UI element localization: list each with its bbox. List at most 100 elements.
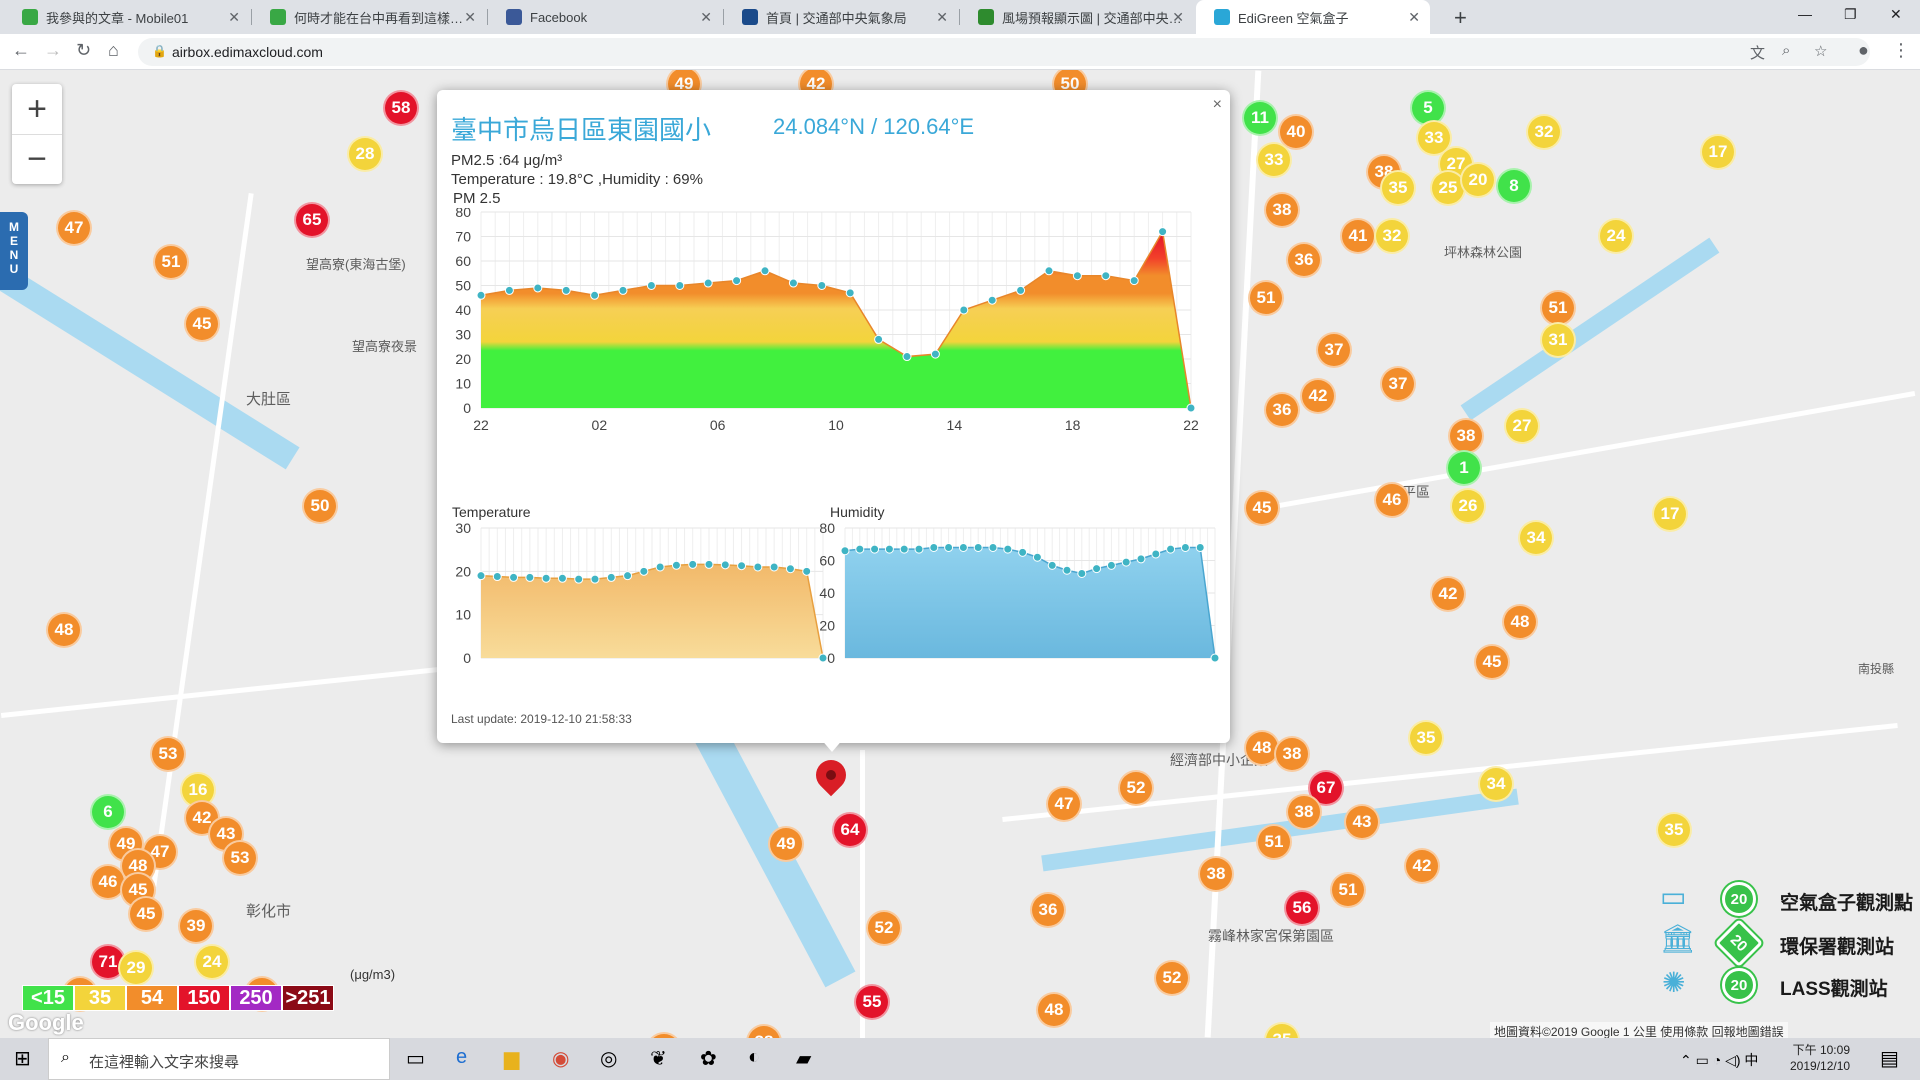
pm25-station-marker[interactable]: 24 <box>1598 218 1634 254</box>
tab-close-icon[interactable]: ✕ <box>1408 9 1420 25</box>
pm25-station-marker[interactable]: 34 <box>1518 520 1554 556</box>
task-view-icon[interactable]: ▭ <box>406 1048 425 1070</box>
pm25-station-marker[interactable]: 51 <box>153 244 189 280</box>
pm25-station-marker[interactable]: 6 <box>90 794 126 830</box>
pm25-station-marker[interactable]: 56 <box>1284 890 1320 926</box>
pm25-station-marker[interactable]: 48 <box>1502 604 1538 640</box>
tab-cwb-home[interactable]: 首頁 | 交通部中央氣象局 ✕ <box>724 0 958 34</box>
app-icon[interactable]: ✿ <box>700 1048 717 1070</box>
tab-edigreen[interactable]: EdiGreen 空氣盒子 ✕ <box>1196 0 1430 34</box>
close-icon[interactable]: × <box>1212 96 1222 113</box>
tab-close-icon[interactable]: ✕ <box>936 9 948 25</box>
pm25-station-marker[interactable]: 34 <box>1478 766 1514 802</box>
tab-close-icon[interactable]: ✕ <box>700 9 712 25</box>
close-window-icon[interactable]: ✕ <box>1890 6 1902 22</box>
pm25-station-marker[interactable]: 20 <box>1460 162 1496 198</box>
pm25-station-marker[interactable]: 27 <box>1504 408 1540 444</box>
pm25-station-marker[interactable]: 47 <box>56 210 92 246</box>
chrome-menu-icon[interactable]: ⋮ <box>1892 40 1910 60</box>
pm25-station-marker[interactable]: 36 <box>1030 892 1066 928</box>
file-explorer-icon[interactable]: ▆ <box>504 1048 520 1070</box>
pm25-station-marker[interactable]: 40 <box>1278 114 1314 150</box>
home-icon[interactable]: ⌂ <box>108 40 119 60</box>
pm25-station-marker[interactable]: 28 <box>347 136 383 172</box>
menu-button[interactable]: MENU <box>0 212 28 290</box>
app-icon[interactable]: ◐ <box>748 1046 761 1068</box>
pm25-station-marker[interactable]: 64 <box>832 812 868 848</box>
pm25-station-marker[interactable]: 55 <box>854 984 890 1020</box>
pm25-station-marker[interactable]: 24 <box>194 944 230 980</box>
pm25-station-marker[interactable]: 38 <box>746 1024 782 1038</box>
zoom-out-button[interactable]: − <box>12 134 62 184</box>
pm25-station-marker[interactable]: 42 <box>1430 576 1466 612</box>
bookmark-star-icon[interactable]: ☆ <box>1814 43 1828 60</box>
edge-icon[interactable]: e <box>456 1046 468 1068</box>
pm25-station-marker[interactable]: 48 <box>46 612 82 648</box>
pm25-station-marker[interactable]: 42 <box>1404 848 1440 884</box>
tab-mobile01[interactable]: 我參與的文章 - Mobile01 ✕ <box>4 0 250 34</box>
pm25-station-marker[interactable]: 52 <box>1118 770 1154 806</box>
pm25-station-marker[interactable]: 48 <box>1036 992 1072 1028</box>
pm25-station-marker[interactable]: 50 <box>302 488 338 524</box>
tab-mobile01-bluesky[interactable]: 何時才能在台中再看到這樣的藍天 ✕ <box>252 0 486 34</box>
pm25-station-marker[interactable]: 52 <box>1154 960 1190 996</box>
pm25-station-marker[interactable]: 26 <box>1450 488 1486 524</box>
pm25-station-marker[interactable]: 46 <box>1374 482 1410 518</box>
pm25-station-marker[interactable]: 37 <box>1316 332 1352 368</box>
pm25-station-marker[interactable]: 51 <box>1330 872 1366 908</box>
pm25-station-marker[interactable]: 38 <box>1286 794 1322 830</box>
taskbar-search-input[interactable]: ⌕ 在這裡輸入文字來搜尋 <box>48 1038 390 1080</box>
pm25-station-marker[interactable]: 38 <box>1448 418 1484 454</box>
pm25-station-marker[interactable]: 41 <box>1340 218 1376 254</box>
pm25-station-marker[interactable]: 39 <box>178 908 214 944</box>
pm25-station-marker[interactable]: 1 <box>1446 450 1482 486</box>
pm25-station-marker[interactable]: 51 <box>1256 824 1292 860</box>
pm25-station-marker[interactable]: 32 <box>1374 218 1410 254</box>
pm25-station-marker[interactable]: 47 <box>1046 786 1082 822</box>
pm25-station-marker[interactable]: 33 <box>1256 142 1292 178</box>
tab-close-icon[interactable]: ✕ <box>228 9 240 25</box>
pm25-station-marker[interactable]: 53 <box>150 736 186 772</box>
pm25-station-marker[interactable]: 43 <box>1344 804 1380 840</box>
pm25-station-marker[interactable]: 51 <box>1540 290 1576 326</box>
pm25-station-marker[interactable]: 35 <box>1264 1022 1300 1038</box>
new-tab-button[interactable]: + <box>1454 5 1467 30</box>
pm25-station-marker[interactable]: 35 <box>1656 812 1692 848</box>
restore-icon[interactable]: ❐ <box>1844 6 1857 22</box>
back-icon[interactable]: ← <box>12 40 30 60</box>
forward-icon[interactable]: → <box>44 40 62 60</box>
pm25-station-marker[interactable]: 51 <box>1248 280 1284 316</box>
pm25-station-marker[interactable]: 53 <box>222 840 258 876</box>
pm25-station-marker[interactable]: 38 <box>1274 736 1310 772</box>
pm25-station-marker[interactable]: 35 <box>1380 170 1416 206</box>
pm25-station-marker[interactable]: 65 <box>294 202 330 238</box>
pm25-station-marker[interactable]: 37 <box>1380 366 1416 402</box>
pm25-station-marker[interactable]: 29 <box>118 950 154 986</box>
reload-icon[interactable]: ↻ <box>76 40 92 60</box>
tab-facebook[interactable]: Facebook ✕ <box>488 0 722 34</box>
notification-icon[interactable]: ▤ <box>1880 1048 1899 1070</box>
tab-close-icon[interactable]: ✕ <box>1172 9 1184 25</box>
pm25-station-marker[interactable]: 45 <box>1244 490 1280 526</box>
app-icon[interactable]: ▰ <box>796 1048 812 1070</box>
address-bar[interactable]: 🔒 airbox.edimaxcloud.com 文 ⌕ ☆ <box>138 38 1870 66</box>
pm25-station-marker[interactable]: 8 <box>1496 168 1532 204</box>
map-canvas[interactable]: 大肚區 望高寮(東海古堡) 望高寮夜景 彰化市 坪林森林公園 霧峰林家宮保第園區… <box>0 70 1920 1038</box>
windows-start-icon[interactable]: ⊞ <box>14 1048 31 1070</box>
pm25-station-marker[interactable]: 31 <box>1540 322 1576 358</box>
pm25-station-marker[interactable]: 45 <box>1474 644 1510 680</box>
pm25-station-marker[interactable]: 35 <box>1408 720 1444 756</box>
pm25-station-marker[interactable]: 17 <box>1652 496 1688 532</box>
app-icon[interactable]: ◎ <box>600 1048 618 1070</box>
pm25-station-marker[interactable]: 17 <box>1700 134 1736 170</box>
taskbar-clock[interactable]: 下午 10:09 2019/12/10 <box>1790 1042 1850 1074</box>
pm25-station-marker[interactable]: 38 <box>1198 856 1234 892</box>
pm25-station-marker[interactable]: 36 <box>1286 242 1322 278</box>
app-icon[interactable]: ❦ <box>650 1048 667 1070</box>
pm25-station-marker[interactable]: 33 <box>1416 120 1452 156</box>
pm25-station-marker[interactable]: 42 <box>1300 378 1336 414</box>
pm25-station-marker[interactable]: 36 <box>1264 392 1300 428</box>
pm25-station-marker[interactable]: 32 <box>1526 114 1562 150</box>
pm25-station-marker[interactable]: 52 <box>866 910 902 946</box>
zoom-icon[interactable]: ⌕ <box>1782 42 1791 59</box>
